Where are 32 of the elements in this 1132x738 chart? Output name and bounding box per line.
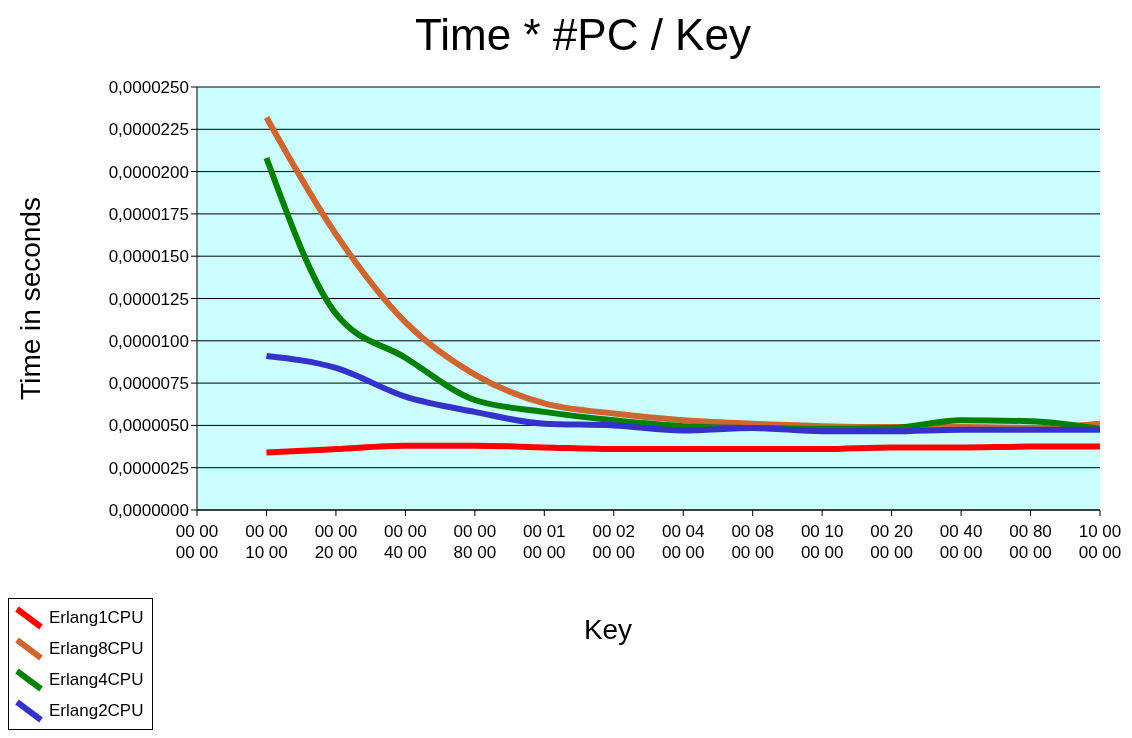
x-tick-label: 00 40 00 00 [939,522,983,562]
x-tick-label: 00 00 20 00 [314,522,358,562]
chart-title: Time * #PC / Key [414,9,752,61]
y-tick-label: 0,0000200 [108,162,189,182]
y-tick-label: 0,0000250 [108,78,189,98]
y-tick-label: 0,0000175 [108,204,189,224]
legend-label: Erlang4CPU [49,669,144,690]
y-tick-label: 0,0000100 [108,331,189,351]
x-tick-label: 00 00 10 00 [245,522,288,562]
x-tick-label: 00 00 00 00 [175,522,219,562]
x-tick-label: 00 08 00 00 [731,522,774,562]
x-tick-label: 00 80 00 00 [1009,522,1052,562]
y-tick-label: 0,0000150 [108,247,189,267]
y-tick-label: 0,0000125 [108,289,189,309]
y-tick-label: 0,0000075 [108,374,189,394]
x-tick-label: 10 00 00 00 [1078,522,1122,562]
legend-label: Erlang1CPU [49,607,144,628]
x-tick-label: 00 02 00 00 [592,522,636,562]
legend-label: Erlang8CPU [49,638,144,659]
x-tick-label: 00 01 00 00 [523,522,566,562]
y-tick-label: 0,0000050 [108,416,189,436]
x-tick-label: 00 10 00 00 [800,522,844,562]
y-tick-label: 0,0000000 [108,501,189,521]
x-axis-title: Key [582,614,634,646]
x-tick-label: 00 20 00 00 [870,522,913,562]
x-tick-label: 00 04 00 00 [661,522,705,562]
legend-label: Erlang2CPU [49,700,144,721]
y-axis-title: Time in seconds [14,197,46,400]
x-tick-label: 00 00 40 00 [384,522,427,562]
x-tick-label: 00 00 80 00 [453,522,497,562]
y-tick-label: 0,0000025 [108,458,189,478]
y-tick-label: 0,0000225 [108,120,189,140]
